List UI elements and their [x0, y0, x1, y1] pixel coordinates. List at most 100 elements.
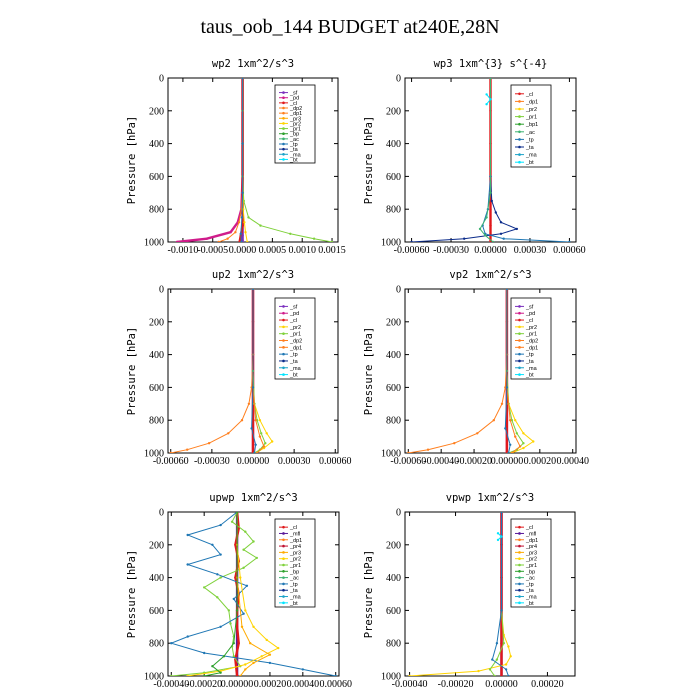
- series-point: [203, 651, 206, 655]
- legend-marker: [518, 130, 521, 134]
- y-tick-label: 200: [386, 106, 401, 117]
- series-point: [277, 646, 280, 650]
- legend-label: _sf: [289, 91, 298, 97]
- x-tick-label: -0.00060: [390, 456, 426, 467]
- series-point: [222, 655, 226, 658]
- y-tick-label: 1000: [381, 449, 401, 460]
- legend-label: _bt: [289, 157, 298, 163]
- legend-marker: [282, 325, 285, 329]
- series-point: [249, 642, 252, 645]
- series-point: [241, 191, 244, 194]
- series-line: [411, 78, 519, 242]
- series-point: [244, 530, 247, 533]
- y-tick-label: 200: [149, 106, 164, 117]
- legend-label: _bp: [289, 569, 299, 575]
- series-point: [234, 576, 237, 579]
- series-line: [408, 289, 508, 453]
- series-point: [502, 642, 505, 645]
- legend-marker: [518, 153, 521, 156]
- series-point: [254, 443, 257, 446]
- legend-label: _bp: [525, 569, 535, 575]
- legend-marker: [282, 127, 285, 130]
- series-point: [502, 237, 505, 240]
- series-point: [252, 540, 255, 543]
- legend-marker: [518, 107, 521, 111]
- x-tick-label: 0.00060: [319, 679, 352, 690]
- series-line: [252, 289, 265, 453]
- series-point: [260, 432, 263, 435]
- series-line: [170, 289, 254, 453]
- plot-title: vpwp 1xm^2/s^3: [446, 492, 535, 504]
- series-point: [500, 674, 503, 676]
- legend-label: _tp: [525, 582, 534, 588]
- x-tick-label: 0.00060: [319, 456, 352, 467]
- series-point: [499, 232, 503, 235]
- series-point: [241, 224, 244, 227]
- series-point: [259, 224, 262, 227]
- legend-marker: [282, 158, 285, 161]
- legend-label: _dp2: [289, 106, 302, 112]
- series-point: [247, 402, 251, 405]
- x-tick-label: 0.0005: [259, 245, 287, 256]
- series-point: [515, 432, 518, 435]
- y-tick-label: 800: [149, 205, 164, 216]
- legend-label: _bt: [289, 601, 298, 607]
- y-tick-label: 600: [386, 606, 401, 617]
- legend-marker: [518, 325, 521, 329]
- y-axis-label: Pressure [hPa]: [126, 327, 138, 416]
- legend-marker: [518, 576, 521, 579]
- x-tick-label: 0.00000: [221, 679, 254, 690]
- legend-label: _sf: [289, 304, 298, 310]
- legend-marker: [518, 373, 521, 376]
- legend-label: _pr2: [525, 557, 537, 563]
- legend-label: _dp1: [525, 538, 538, 544]
- series-point: [247, 216, 250, 219]
- legend-label: _tp: [525, 352, 534, 358]
- series-point: [232, 597, 235, 601]
- y-tick-label: 400: [149, 139, 164, 150]
- legend-label: _pr1: [525, 332, 537, 338]
- series-point: [489, 191, 492, 194]
- legend-marker: [282, 311, 285, 315]
- series-point: [245, 584, 249, 587]
- series-point: [489, 224, 492, 227]
- series-point: [253, 451, 256, 453]
- x-tick-label: 0.00000: [491, 456, 524, 467]
- series-point: [410, 240, 413, 242]
- legend-marker: [518, 346, 521, 349]
- series-point: [229, 622, 232, 625]
- legend-marker: [518, 115, 521, 118]
- y-tick-label: 800: [386, 639, 401, 650]
- legend-marker: [518, 339, 521, 342]
- legend-marker: [282, 305, 285, 308]
- series-point: [205, 237, 208, 240]
- legend-label: _pr1: [525, 563, 537, 569]
- series-point: [258, 435, 262, 438]
- legend-marker: [282, 137, 285, 141]
- plot-frame: [167, 511, 340, 677]
- legend-marker: [282, 101, 285, 105]
- plot-frame: [404, 288, 577, 454]
- series-line: [236, 512, 271, 676]
- series-point: [240, 216, 244, 219]
- series-point: [330, 240, 334, 242]
- legend-label: _ta: [525, 359, 535, 365]
- series-point: [476, 432, 479, 435]
- series-point: [244, 609, 247, 612]
- series-point: [478, 227, 482, 231]
- series-point: [489, 78, 492, 80]
- x-tick-label: -0.00020: [438, 679, 474, 690]
- series-point: [509, 443, 512, 446]
- legend-label: _ac: [525, 576, 535, 582]
- series-point: [485, 103, 488, 106]
- series-point: [477, 669, 480, 673]
- legend-marker: [282, 132, 285, 136]
- x-tick-label: 0.00040: [287, 679, 320, 690]
- y-tick-label: 0: [159, 285, 164, 296]
- series-point: [237, 221, 241, 224]
- legend-marker: [518, 318, 521, 322]
- legend-label: _ta: [289, 588, 299, 594]
- legend-marker: [282, 359, 285, 363]
- series-point: [514, 419, 517, 422]
- series-point: [255, 556, 258, 560]
